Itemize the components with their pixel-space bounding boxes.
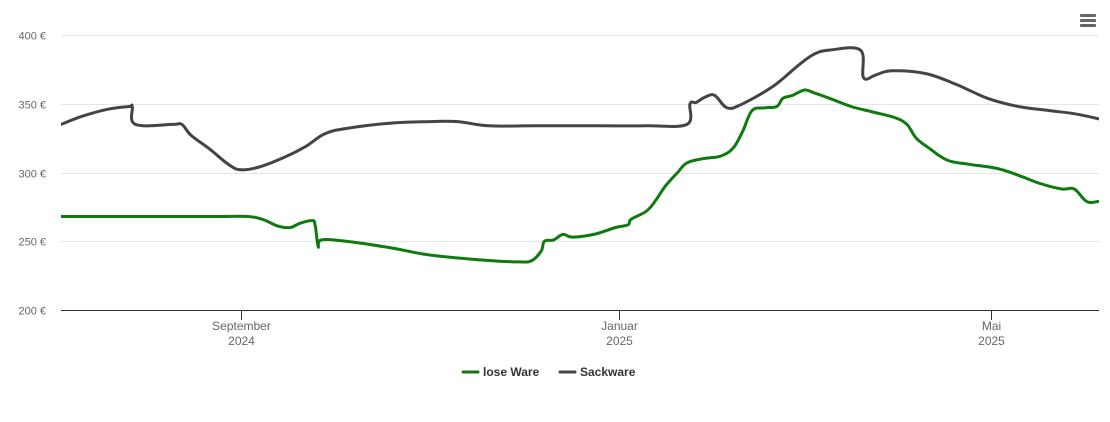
x-tick-year-label: 2024 xyxy=(228,334,255,348)
series-line-lose-ware[interactable] xyxy=(61,88,1110,264)
grid-lines xyxy=(61,35,1099,242)
y-tick-label: 200 € xyxy=(18,306,46,318)
x-tick-year-label: 2025 xyxy=(606,334,633,348)
y-tick-label: 300 € xyxy=(18,169,46,181)
y-axis-ticks: 200 € 250 € 300 € 350 € 400 € xyxy=(18,31,46,318)
x-tick-year-label: 2025 xyxy=(978,334,1005,348)
legend: lose Ware Sackware xyxy=(461,365,636,379)
y-tick-label: 400 € xyxy=(18,31,46,43)
legend-label: lose Ware xyxy=(483,365,540,379)
y-tick-label: 250 € xyxy=(18,237,46,249)
legend-item[interactable]: Sackware xyxy=(558,365,636,379)
hamburger-menu-icon xyxy=(1080,14,1096,27)
series-line-sackware[interactable] xyxy=(61,46,1110,172)
y-tick-label: 350 € xyxy=(18,100,46,112)
x-tick-label: September xyxy=(212,319,271,333)
x-tick-label: Mai xyxy=(982,319,1001,333)
legend-label: Sackware xyxy=(580,365,636,379)
chart-menu-button[interactable] xyxy=(1080,14,1096,27)
legend-item[interactable]: lose Ware xyxy=(461,365,540,379)
x-tick-label: Januar xyxy=(601,319,638,333)
series-lines xyxy=(61,46,1110,264)
